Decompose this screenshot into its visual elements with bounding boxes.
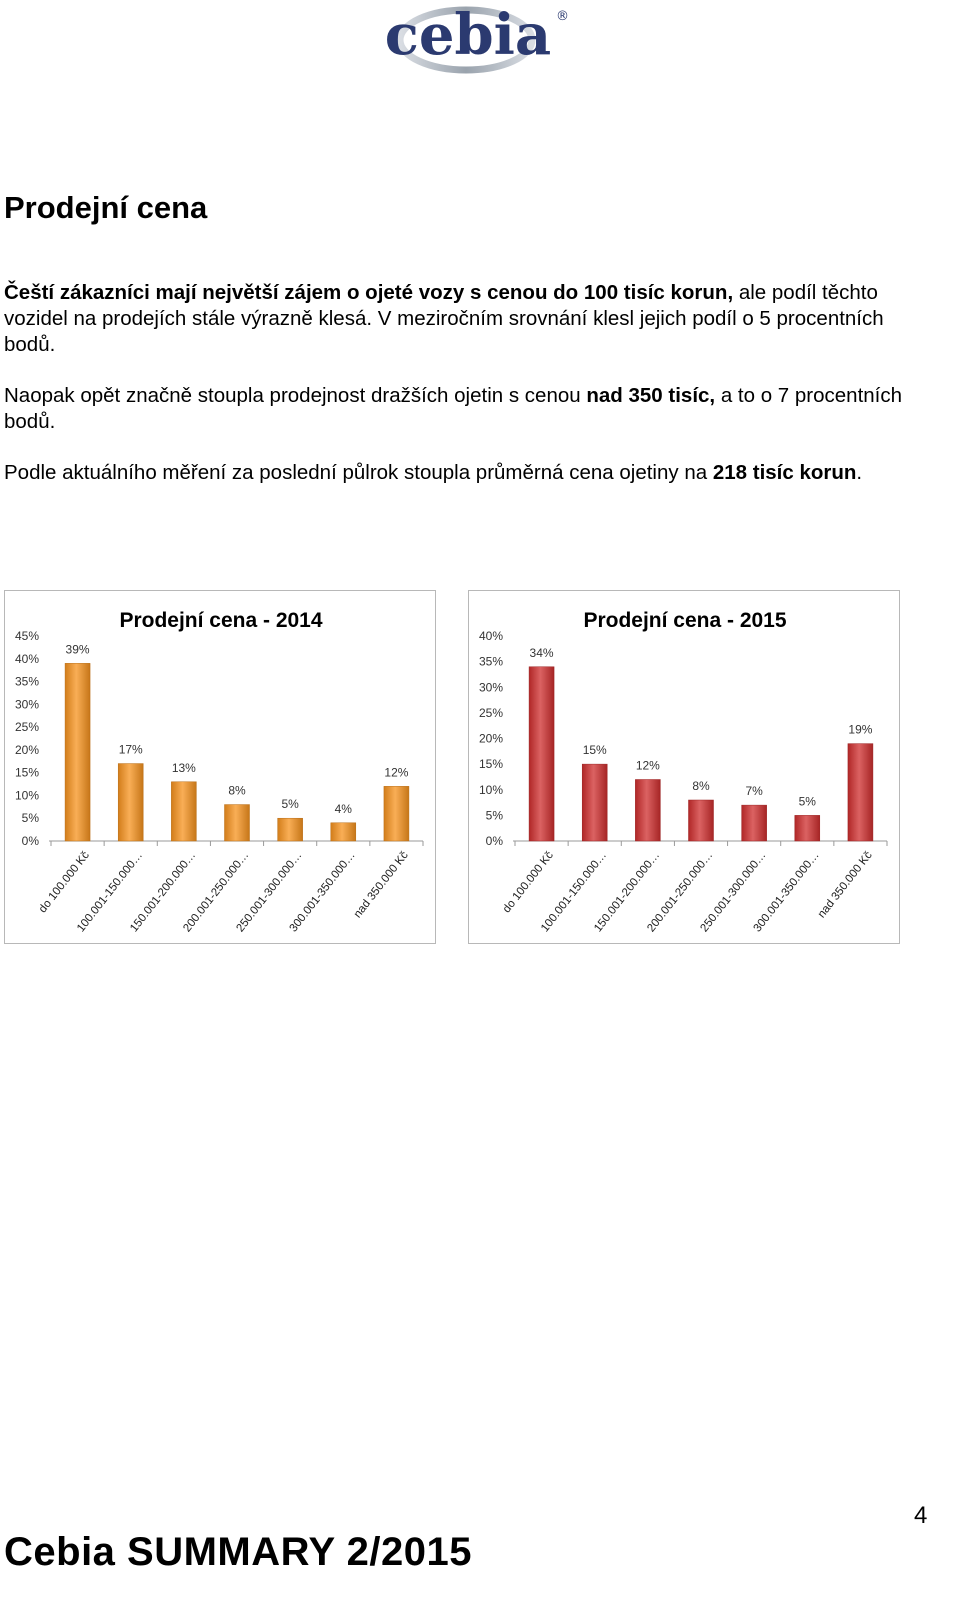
data-label: 8% — [228, 784, 246, 798]
paragraph-2-text: Naopak opět značně stoupla prodejnost dr… — [4, 384, 587, 407]
y-tick-label: 25% — [15, 720, 39, 734]
footer-title: Cebia SUMMARY 2/2015 — [4, 1530, 472, 1574]
chart-2014-svg: Prodejní cena - 2014 0% 5% 10% 15% 20% 25% 30% 3… — [15, 609, 424, 934]
registered-mark: ® — [556, 9, 568, 24]
paragraph-3-bold: 218 tisíc korun — [712, 461, 857, 484]
data-label: 19% — [848, 723, 872, 737]
y-tick-label: 10% — [479, 783, 503, 797]
paragraph-1: Čeští zákazníci mají největší zájem o oj… — [4, 280, 924, 358]
data-label: 17% — [119, 743, 143, 757]
chart-2014: Prodejní cena - 2014 0% 5% 10% 15% 20% 25% 30% 3… — [4, 590, 436, 944]
page-title: Prodejní cena — [4, 190, 208, 225]
paragraph-1-text: ale podíl těchto vozidel na prodejích st… — [4, 281, 884, 356]
bar — [581, 763, 608, 842]
paragraph-3: Podle aktuálního měření za poslední půlr… — [4, 460, 924, 486]
bar — [64, 663, 91, 842]
y-tick-label: 15% — [479, 757, 503, 771]
y-tick-label: 25% — [479, 706, 503, 720]
data-label: 34% — [530, 646, 554, 660]
y-tick-label: 0% — [486, 834, 504, 848]
category-label: do 100.000 Kč — [501, 849, 556, 915]
y-tick-label: 40% — [479, 629, 503, 643]
bar — [224, 804, 250, 842]
chart-2015-svg: Prodejní cena - 2015 0% 5% 10% 15% 20% 25% 30% 3… — [479, 609, 888, 934]
bar — [330, 822, 357, 842]
y-tick-label: 15% — [15, 766, 39, 780]
data-label: 39% — [66, 642, 90, 656]
paragraph-3-text-end: . — [856, 461, 863, 484]
paragraph-2-text-end: a to o 7 procentních bodů. — [4, 384, 903, 433]
y-tick-label: 40% — [15, 652, 39, 666]
category-label: nad 350.000 Kč — [816, 849, 875, 920]
bar — [117, 763, 144, 842]
data-label: 12% — [384, 765, 408, 779]
chart-title: Prodejní cena - 2015 — [583, 609, 786, 632]
data-label: 8% — [692, 779, 710, 793]
data-label: 5% — [281, 797, 299, 811]
chart-title: Prodejní cena - 2014 — [119, 609, 322, 632]
bar — [635, 779, 661, 842]
y-tick-label: 5% — [486, 808, 504, 822]
logo-wordmark: cebia — [385, 2, 551, 68]
category-label: nad 350.000 Kč — [352, 849, 411, 920]
paragraph-3-text: Podle aktuálního měření za poslední půlr… — [4, 461, 713, 484]
bar — [383, 786, 410, 842]
paragraph-2-bold: nad 350 tisíc, — [586, 384, 716, 407]
paragraph-1-bold: Čeští zákazníci mají největší zájem o oj… — [4, 281, 734, 304]
cebia-logo: cebia ® — [378, 0, 569, 74]
y-tick-label: 35% — [479, 655, 503, 669]
y-tick-label: 5% — [22, 811, 40, 825]
data-label: 13% — [172, 761, 196, 775]
bar — [688, 799, 714, 842]
category-label: do 100.000 Kč — [37, 849, 92, 915]
paragraph-2: Naopak opět značně stoupla prodejnost dr… — [4, 383, 924, 435]
y-tick-label: 30% — [479, 680, 503, 694]
bar — [277, 817, 303, 842]
y-tick-label: 10% — [15, 788, 39, 802]
bar — [528, 666, 555, 842]
bar — [171, 781, 197, 842]
data-label: 5% — [799, 794, 817, 808]
bar — [847, 743, 874, 842]
data-label: 7% — [745, 784, 763, 798]
chart-2015: Prodejní cena - 2015 0% 5% 10% 15% 20% 25% 30% 3… — [468, 590, 900, 944]
y-tick-label: 35% — [15, 675, 39, 689]
bar — [794, 815, 821, 842]
bar — [741, 804, 767, 842]
data-label: 15% — [583, 743, 607, 757]
data-label: 12% — [636, 759, 660, 773]
y-tick-label: 45% — [15, 629, 39, 643]
y-tick-label: 30% — [15, 697, 39, 711]
y-tick-label: 0% — [22, 834, 40, 848]
y-tick-label: 20% — [15, 743, 39, 757]
data-label: 4% — [335, 802, 353, 816]
y-tick-label: 20% — [479, 732, 503, 746]
page-number: 4 — [914, 1502, 928, 1529]
